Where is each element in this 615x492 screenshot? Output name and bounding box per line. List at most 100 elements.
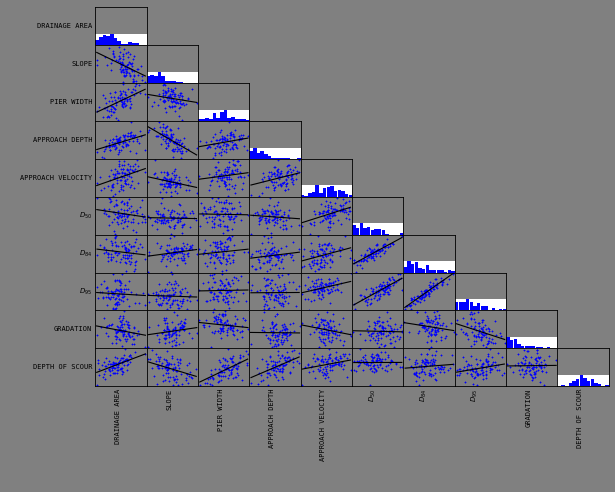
Point <box>105 367 114 375</box>
Point <box>205 181 215 189</box>
Point <box>204 186 214 194</box>
Point <box>181 147 191 154</box>
Point <box>112 328 122 336</box>
Point <box>256 189 266 197</box>
Point <box>320 363 330 371</box>
Point <box>370 294 379 302</box>
Point <box>125 129 135 137</box>
Point <box>386 314 395 322</box>
Point <box>112 179 122 187</box>
Point <box>318 249 328 257</box>
Point <box>175 323 184 331</box>
Point <box>172 214 182 222</box>
Point <box>215 288 224 296</box>
Point <box>113 363 122 370</box>
Point <box>146 214 156 221</box>
Point <box>176 89 186 97</box>
Point <box>370 366 380 373</box>
Point <box>103 332 113 339</box>
Point <box>232 326 242 334</box>
Point <box>386 339 395 347</box>
Point <box>383 278 392 286</box>
Point <box>124 204 134 212</box>
Point <box>478 329 488 337</box>
Point <box>531 360 541 368</box>
Point <box>325 316 335 324</box>
Point <box>261 331 271 339</box>
Point <box>283 167 293 175</box>
Point <box>228 204 237 212</box>
Bar <box>470 302 473 310</box>
Point <box>431 276 441 283</box>
Point <box>144 323 154 331</box>
Point <box>518 373 528 381</box>
Point <box>327 287 337 295</box>
Point <box>218 295 228 303</box>
Point <box>111 294 121 302</box>
Point <box>432 283 442 291</box>
Point <box>528 363 538 371</box>
Point <box>265 251 275 259</box>
Point <box>165 213 175 220</box>
Bar <box>198 119 202 121</box>
Point <box>233 371 243 379</box>
Point <box>117 360 127 368</box>
Point <box>262 250 272 258</box>
Point <box>151 297 161 305</box>
Point <box>509 368 518 376</box>
Point <box>410 358 420 366</box>
Point <box>118 52 128 60</box>
Point <box>374 328 384 336</box>
Point <box>407 363 416 370</box>
Point <box>276 173 285 181</box>
Point <box>228 160 238 168</box>
Point <box>475 356 485 364</box>
Point <box>215 222 225 230</box>
Point <box>267 249 277 257</box>
Point <box>314 210 324 218</box>
Point <box>346 332 355 340</box>
Point <box>328 279 338 287</box>
Point <box>318 371 328 379</box>
Bar <box>437 270 440 273</box>
Point <box>213 252 223 260</box>
Point <box>480 321 490 329</box>
Point <box>378 323 387 331</box>
Point <box>119 210 129 218</box>
Point <box>367 356 376 364</box>
Point <box>147 221 157 229</box>
Point <box>346 246 355 254</box>
Point <box>272 297 282 305</box>
Point <box>207 381 217 389</box>
Point <box>111 295 121 303</box>
Point <box>467 328 477 336</box>
Point <box>130 80 140 88</box>
Point <box>228 276 237 283</box>
Point <box>221 181 231 189</box>
Point <box>237 327 247 335</box>
Point <box>224 171 234 179</box>
Point <box>279 225 288 233</box>
Point <box>474 319 484 327</box>
Point <box>164 179 174 187</box>
Point <box>271 340 280 348</box>
Point <box>470 318 480 326</box>
Point <box>277 367 287 374</box>
Point <box>226 169 236 177</box>
Point <box>330 211 340 219</box>
Point <box>117 101 127 109</box>
Point <box>478 316 488 324</box>
Point <box>217 176 227 184</box>
Point <box>164 176 173 184</box>
Point <box>269 251 279 259</box>
Point <box>253 380 263 388</box>
Point <box>266 168 276 176</box>
Point <box>424 369 434 377</box>
Point <box>119 103 129 111</box>
Point <box>306 252 316 260</box>
Point <box>159 326 169 334</box>
Point <box>116 91 125 98</box>
Point <box>170 375 180 383</box>
Point <box>428 281 438 289</box>
Point <box>279 179 288 186</box>
